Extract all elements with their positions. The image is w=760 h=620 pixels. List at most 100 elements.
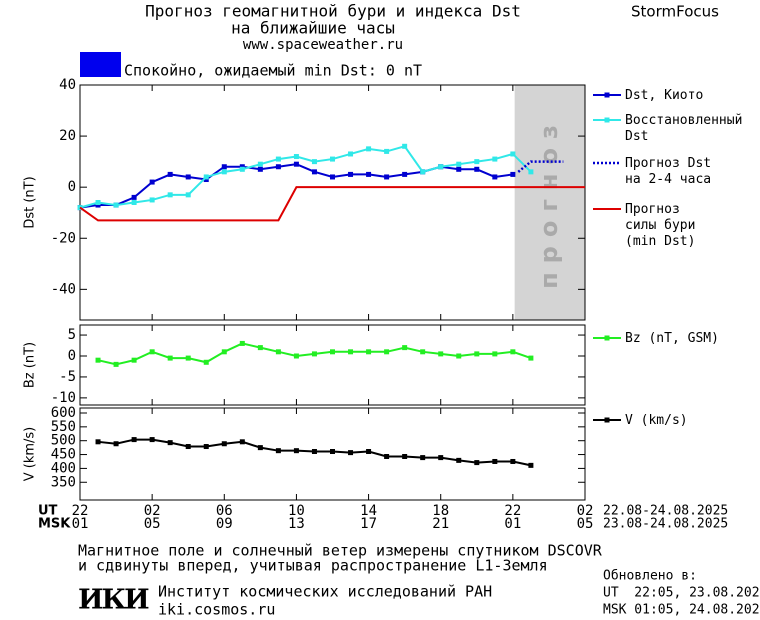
data-point: [384, 349, 390, 355]
data-point: [348, 450, 354, 456]
legend-label: Dst, Киото: [625, 88, 704, 103]
data-point: [348, 171, 354, 177]
data-point: [203, 359, 209, 365]
data-point: [167, 192, 173, 198]
x-tick-label: 22: [72, 503, 89, 519]
data-point: [348, 151, 354, 157]
data-point: [510, 349, 516, 355]
status: Спокойно, ожидаемый min Dst: 0 nT: [124, 62, 422, 80]
data-point: [420, 455, 426, 461]
forecast-label: прогноз: [535, 116, 563, 289]
data-point: [185, 355, 191, 361]
data-point: [510, 171, 516, 177]
note: и сдвинуты вперед, учитывая распростране…: [78, 557, 548, 575]
data-point: [257, 445, 263, 451]
x-tick-label: 02: [144, 503, 161, 519]
updated-label: Обновлено в:: [603, 569, 697, 584]
data-point: [330, 156, 335, 162]
data-point: [113, 441, 119, 447]
data-point: [474, 166, 480, 172]
x-tick-label: 22: [504, 503, 521, 519]
y-tick-label: 350: [51, 474, 76, 490]
legend-marker: [604, 335, 610, 341]
data-point: [95, 439, 101, 445]
data-point: [402, 171, 408, 177]
y-tick-label: 0: [68, 348, 76, 364]
y-tick-label: 400: [51, 460, 76, 476]
legend-label: Прогноз Dst на 2-4 часа: [625, 156, 712, 187]
y-axis-label: V (km/s): [23, 427, 38, 482]
y-tick-label: -40: [51, 281, 76, 297]
data-point: [113, 202, 119, 208]
y-tick-label: 40: [59, 77, 76, 93]
data-point: [167, 355, 173, 361]
legend-label: Восстановленный Dst: [625, 113, 743, 144]
data-point: [528, 355, 534, 361]
updated-msk: MSK 01:05, 24.08.2025: [603, 603, 760, 618]
data-point: [203, 174, 209, 180]
data-point: [257, 345, 263, 351]
data-point: [438, 455, 444, 461]
x-tick-label-msk: 01: [504, 516, 521, 532]
data-point: [311, 449, 317, 455]
data-point: [348, 349, 354, 355]
data-point: [384, 148, 390, 154]
data-point: [149, 197, 155, 203]
data-point: [167, 171, 173, 177]
logo: ИКИ: [78, 585, 149, 616]
y-tick-label: -20: [51, 230, 76, 246]
data-point: [167, 440, 173, 446]
data-point: [149, 179, 155, 185]
data-point: [221, 169, 227, 175]
y-tick-label: 500: [51, 433, 76, 449]
data-point: [257, 161, 263, 167]
x-tick-label: 10: [288, 503, 305, 519]
x-tick-label-msk: 13: [288, 516, 305, 532]
data-point: [510, 458, 516, 464]
status-indicator: [80, 52, 121, 77]
data-point: [275, 448, 281, 454]
data-point: [474, 159, 480, 165]
ut-dates: 22.08-24.08.2025: [603, 504, 728, 519]
note: Магнитное поле и солнечный ветер измерен…: [78, 542, 603, 560]
data-point: [366, 449, 372, 455]
series-line: [79, 186, 585, 222]
data-point: [239, 164, 245, 170]
data-point: [438, 351, 444, 357]
data-point: [95, 202, 101, 208]
data-point: [131, 200, 137, 205]
data-point: [239, 340, 245, 346]
data-point: [311, 351, 317, 357]
data-point: [420, 169, 426, 175]
url: www.spaceweather.ru: [243, 37, 403, 53]
msk-label: MSK: [38, 517, 71, 532]
data-point: [492, 156, 498, 162]
data-point: [185, 192, 191, 198]
data-point: [149, 349, 155, 355]
plot-frame: [79, 324, 586, 406]
data-point: [311, 159, 317, 165]
data-point: [384, 174, 390, 180]
data-point: [420, 349, 426, 355]
y-tick-label: 20: [59, 128, 76, 144]
data-point: [131, 437, 137, 443]
data-point: [275, 156, 281, 162]
x-tick-label-msk: 17: [360, 516, 377, 532]
data-point: [95, 200, 101, 205]
forecast-region: [514, 85, 585, 320]
data-point: [221, 349, 227, 355]
y-tick-label: -5: [59, 369, 76, 385]
data-point: [402, 143, 408, 149]
data-point: [131, 194, 137, 200]
y-tick-label: 5: [68, 327, 76, 343]
data-point: [402, 345, 408, 351]
data-point: [203, 444, 209, 450]
x-tick-label: 18: [432, 503, 449, 519]
data-point: [366, 146, 372, 152]
legend-marker: [604, 117, 610, 123]
x-tick-label: 06: [216, 503, 233, 519]
data-point: [438, 164, 444, 170]
data-point: [149, 437, 155, 443]
plot-frame: [79, 84, 586, 321]
data-point: [384, 453, 390, 459]
